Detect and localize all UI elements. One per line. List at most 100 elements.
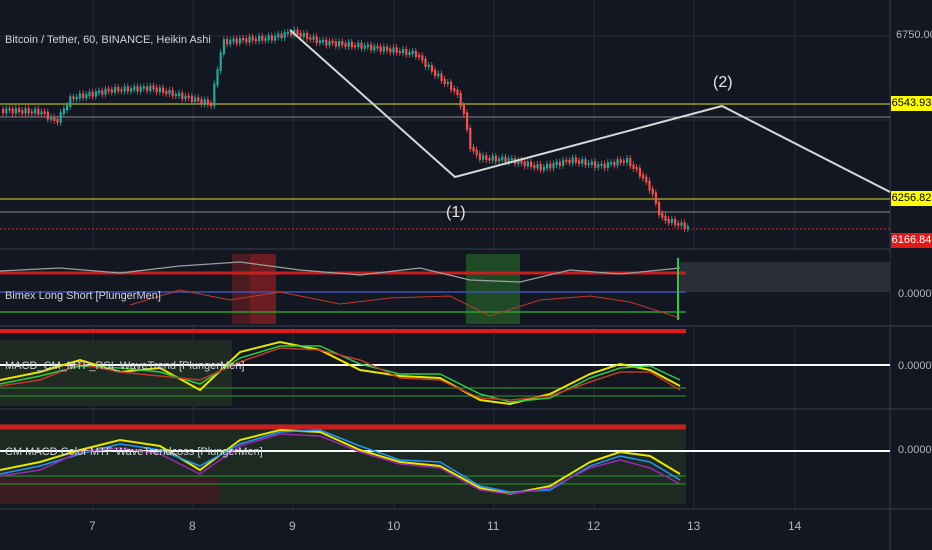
price-tag-current: 6166.84 — [891, 233, 932, 248]
candle-body — [344, 43, 347, 47]
candle-body — [210, 102, 213, 107]
candle-body — [328, 40, 331, 46]
candle-body — [542, 166, 545, 171]
candle-body — [414, 50, 417, 57]
candle-body — [267, 35, 270, 40]
candle-body — [78, 93, 81, 99]
candle-body — [283, 32, 286, 39]
indicator-1-plot — [0, 252, 890, 333]
candle-body — [184, 95, 187, 100]
candle-body — [245, 38, 248, 43]
candle-body — [110, 89, 113, 93]
candle-body — [114, 86, 117, 93]
candle-body — [107, 88, 110, 92]
candle-body — [379, 46, 382, 52]
candle-body — [562, 159, 565, 166]
candle-body — [190, 95, 193, 102]
candle-body — [69, 96, 72, 107]
candle-body — [219, 52, 222, 72]
candle-body — [354, 45, 357, 48]
candle-body — [549, 163, 552, 169]
candle-body — [654, 192, 657, 204]
indicator-1-title[interactable]: Bimex Long Short [PlungerMen] — [5, 290, 161, 302]
candle-body — [642, 174, 645, 179]
candle-body — [552, 163, 555, 169]
candle-body — [645, 176, 648, 183]
candle-body — [606, 162, 609, 169]
indicator-3-axis-value: 0.0000 — [898, 444, 932, 456]
candle-body — [274, 35, 277, 41]
candle-body — [434, 69, 437, 77]
candle-body — [466, 112, 469, 130]
candle-body — [232, 38, 235, 42]
candle-body — [338, 41, 341, 47]
candle-body — [277, 33, 280, 38]
candle-body — [398, 50, 401, 54]
candle-body — [546, 163, 549, 169]
candle-body — [30, 111, 33, 114]
candle-body — [613, 162, 616, 166]
candle-body — [27, 108, 30, 114]
indicator-3-title[interactable]: CM MACD Color MTF WaveTrendcoss [Plunger… — [5, 446, 263, 458]
candle-body — [501, 156, 504, 161]
candle-body — [597, 164, 600, 168]
candle-body — [120, 89, 123, 92]
candle-body — [382, 46, 385, 52]
candle-body — [264, 37, 267, 41]
candle-body — [510, 158, 513, 161]
candle-body — [43, 111, 46, 114]
candle-body — [648, 180, 651, 191]
candle-body — [440, 73, 443, 81]
candle-body — [85, 94, 88, 99]
symbol-title[interactable]: Bitcoin / Tether, 60, BINANCE, Heikin As… — [5, 34, 211, 46]
candle-body — [360, 42, 363, 49]
indicator-2-title[interactable]: MACD_CM_MTF_RSI_WaveTrend [PlungerMen] — [5, 360, 245, 372]
candle-body — [50, 116, 53, 120]
candle-body — [341, 41, 344, 46]
candle-body — [206, 99, 209, 105]
candle-body — [674, 218, 677, 226]
candle-body — [386, 46, 389, 51]
candle-body — [421, 55, 424, 61]
candle-body — [101, 90, 104, 95]
price-axis-label-top: 6750.00 — [896, 29, 932, 41]
candle-body — [213, 83, 216, 107]
candle-body — [197, 97, 200, 102]
candle-body — [75, 96, 78, 100]
candle-body — [530, 161, 533, 167]
candle-body — [594, 161, 597, 168]
candle-body — [21, 109, 24, 114]
candle-body — [459, 92, 462, 107]
candle-body — [162, 87, 165, 93]
candle-body — [446, 81, 449, 84]
candle-body — [651, 188, 654, 195]
candle-body — [677, 223, 680, 226]
candle-body — [5, 108, 8, 114]
candle-body — [296, 29, 299, 35]
candle-body — [136, 86, 139, 92]
candle-body — [203, 99, 206, 105]
candle-body — [363, 45, 366, 49]
indicator-2-axis-value: 0.0000 — [898, 360, 932, 372]
time-label-7: 7 — [89, 519, 96, 533]
candle-body — [395, 47, 398, 53]
candle-body — [424, 58, 427, 67]
candlestick-series — [2, 26, 689, 233]
candle-body — [98, 90, 101, 94]
candle-body — [485, 155, 488, 161]
candle-body — [216, 69, 219, 86]
candle-body — [478, 153, 481, 160]
candle-body — [325, 39, 328, 46]
candle-body — [226, 39, 229, 45]
time-label-8: 8 — [189, 519, 196, 533]
candle-body — [149, 85, 152, 92]
wave-label-1: (1) — [446, 204, 466, 221]
candle-body — [254, 38, 257, 42]
candle-body — [168, 89, 171, 95]
candle-body — [462, 104, 465, 115]
candle-body — [581, 159, 584, 164]
candle-body — [603, 163, 606, 169]
candle-body — [366, 44, 369, 48]
candle-body — [507, 158, 510, 163]
